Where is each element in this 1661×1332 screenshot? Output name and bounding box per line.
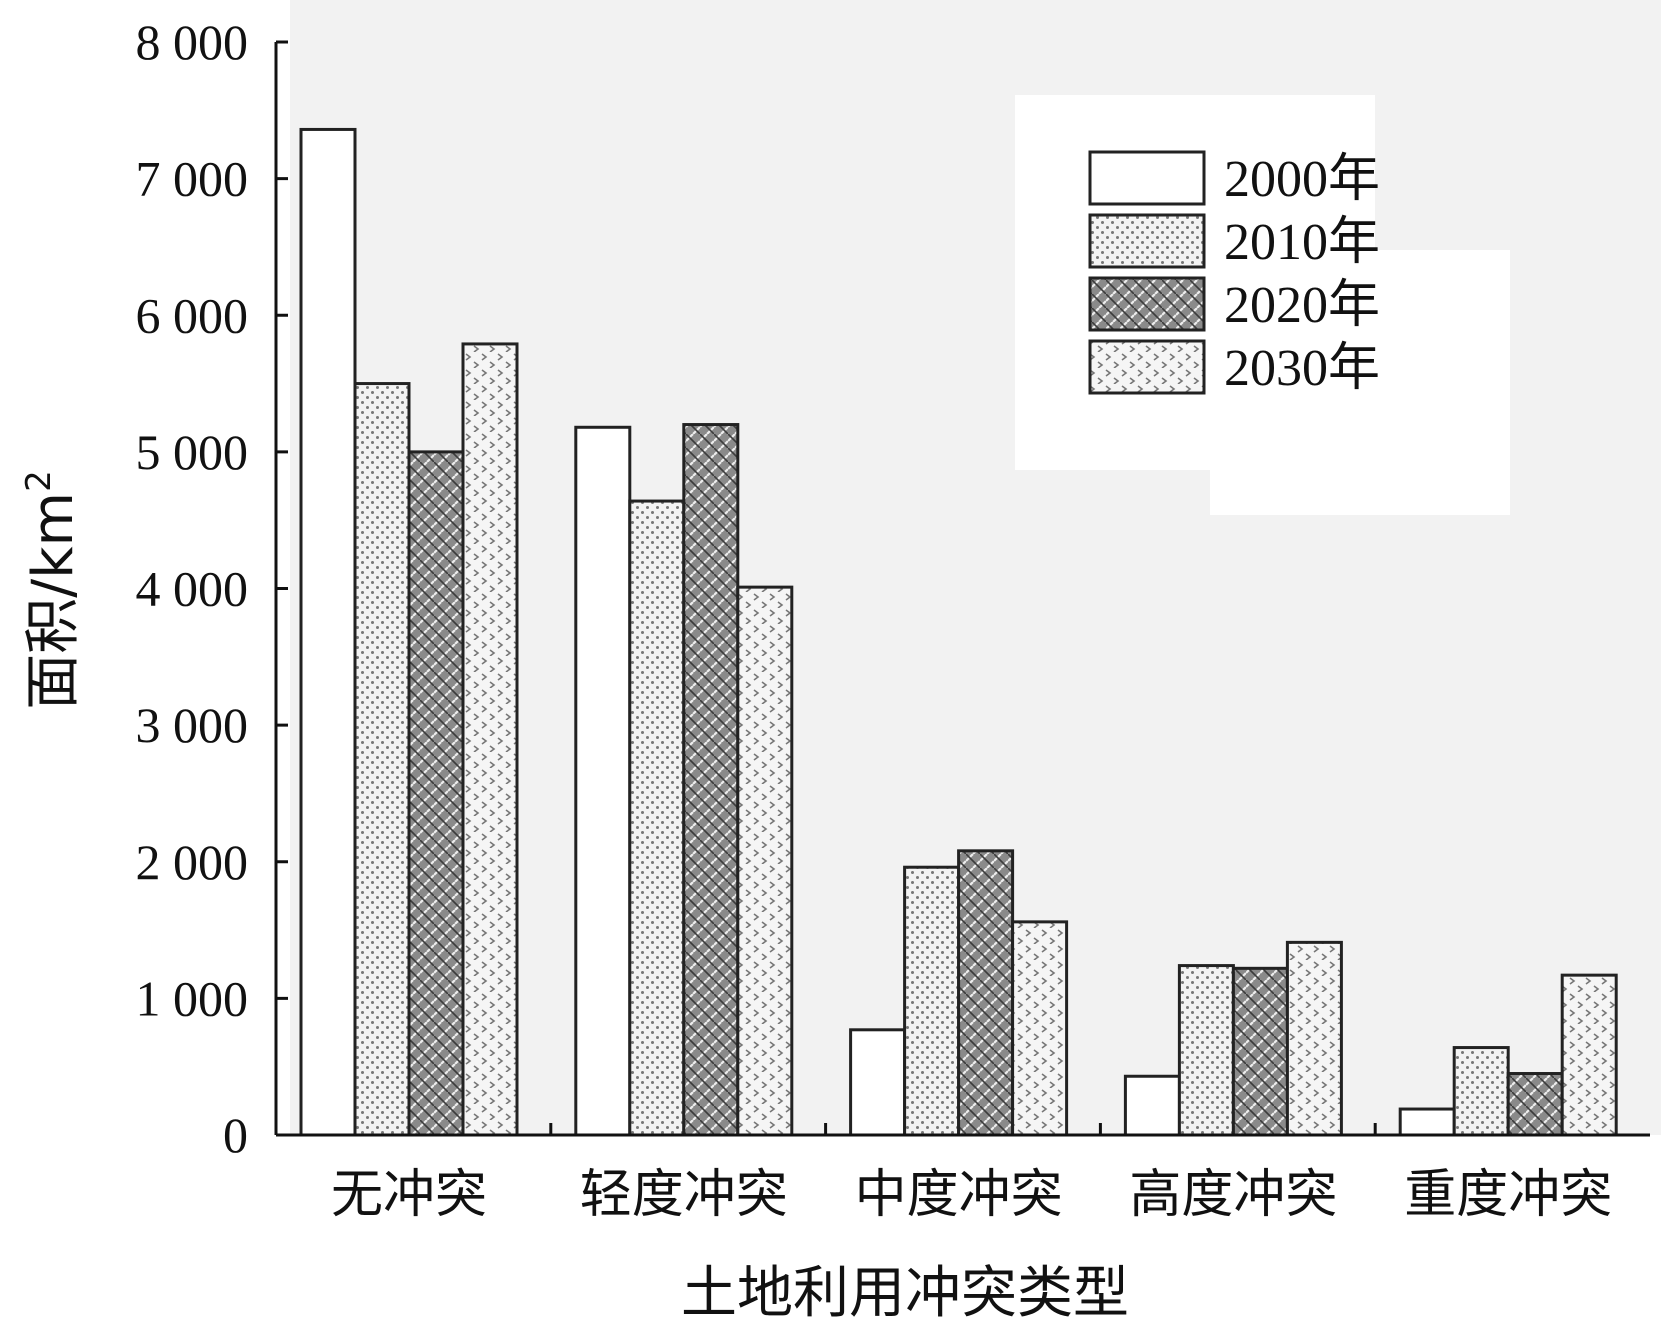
y-axis-ticks: 0 1 000 2 000 3 000 4 000 5 000 6 000 7 000 8 00… xyxy=(136,14,288,1163)
y-tick-label: 4 000 xyxy=(136,561,249,617)
bar-2030年-重度冲突 xyxy=(1560,973,1618,1137)
bar-2000年-高度冲突 xyxy=(1123,1074,1181,1137)
x-axis-ticks: 无冲突 轻度冲突 中度冲突 高度冲突 重度冲突 xyxy=(331,1123,1612,1225)
x-axis-title: 土地利用冲突类型 xyxy=(681,1261,1129,1326)
y-axis-title-superscript: 2 xyxy=(19,470,59,492)
x-tick-label: 重度冲突 xyxy=(1404,1165,1612,1225)
legend: 2000年 2010年 2020年 2030年 xyxy=(1088,150,1380,397)
y-tick-label: 2 000 xyxy=(136,834,249,890)
x-tick-label: 无冲突 xyxy=(331,1165,487,1225)
legend-label: 2010年 xyxy=(1224,214,1380,271)
bar-2010年-重度冲突 xyxy=(1452,1046,1510,1137)
bar-2000年-中度冲突 xyxy=(849,1028,907,1137)
y-tick-label: 5 000 xyxy=(136,424,249,480)
y-tick-label: 6 000 xyxy=(136,287,249,343)
bar-2020年-重度冲突 xyxy=(1506,1072,1564,1137)
legend-label: 2030年 xyxy=(1224,340,1380,397)
bar-2020年-轻度冲突 xyxy=(682,423,740,1137)
x-tick-label: 中度冲突 xyxy=(855,1165,1063,1225)
bar-2010年-无冲突 xyxy=(353,382,411,1137)
x-tick-label: 轻度冲突 xyxy=(580,1165,788,1225)
y-axis-title: 面积/km2 xyxy=(19,470,86,710)
bar-2010年-高度冲突 xyxy=(1177,964,1235,1137)
y-tick-label: 1 000 xyxy=(136,970,249,1026)
legend-swatch xyxy=(1088,150,1206,206)
legend-label: 2000年 xyxy=(1224,151,1380,208)
legend-swatch xyxy=(1088,339,1206,395)
y-tick-label: 8 000 xyxy=(136,14,249,70)
bar-2030年-中度冲突 xyxy=(1011,920,1069,1137)
bar-2010年-轻度冲突 xyxy=(628,499,686,1137)
y-tick-label: 0 xyxy=(223,1107,248,1163)
bar-2020年-无冲突 xyxy=(407,450,465,1137)
legend-swatch xyxy=(1088,276,1206,332)
x-tick-label: 高度冲突 xyxy=(1129,1165,1337,1225)
bar-2030年-轻度冲突 xyxy=(736,585,794,1137)
bar-2000年-轻度冲突 xyxy=(574,425,632,1137)
bars-group xyxy=(299,127,1618,1137)
y-tick-label: 7 000 xyxy=(136,151,249,207)
legend-swatch xyxy=(1088,213,1206,269)
y-axis-title-main: 面积/km xyxy=(21,492,86,710)
bar-2030年-高度冲突 xyxy=(1285,940,1343,1137)
bar-2030年-无冲突 xyxy=(461,342,519,1137)
bar-2000年-无冲突 xyxy=(299,127,357,1137)
bar-2000年-重度冲突 xyxy=(1398,1107,1456,1137)
legend-label: 2020年 xyxy=(1224,277,1380,334)
bar-2020年-高度冲突 xyxy=(1231,966,1289,1137)
y-tick-label: 3 000 xyxy=(136,697,249,753)
bar-2020年-中度冲突 xyxy=(957,849,1015,1137)
bar-2010年-中度冲突 xyxy=(903,865,961,1137)
